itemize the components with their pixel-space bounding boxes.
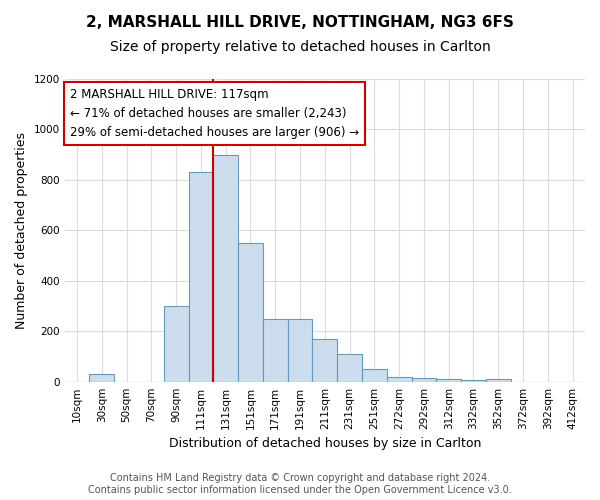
- Text: 2, MARSHALL HILL DRIVE, NOTTINGHAM, NG3 6FS: 2, MARSHALL HILL DRIVE, NOTTINGHAM, NG3 …: [86, 15, 514, 30]
- Bar: [238, 243, 263, 382]
- Y-axis label: Number of detached properties: Number of detached properties: [15, 132, 28, 329]
- Bar: [387, 376, 412, 382]
- X-axis label: Distribution of detached houses by size in Carlton: Distribution of detached houses by size …: [169, 437, 481, 450]
- Bar: [89, 374, 114, 382]
- Bar: [287, 318, 313, 382]
- Bar: [436, 379, 461, 382]
- Bar: [188, 172, 214, 382]
- Text: Contains HM Land Registry data © Crown copyright and database right 2024.
Contai: Contains HM Land Registry data © Crown c…: [88, 474, 512, 495]
- Bar: [337, 354, 362, 382]
- Text: Size of property relative to detached houses in Carlton: Size of property relative to detached ho…: [110, 40, 490, 54]
- Bar: [461, 380, 486, 382]
- Bar: [313, 339, 337, 382]
- Bar: [263, 318, 287, 382]
- Bar: [362, 369, 387, 382]
- Bar: [486, 379, 511, 382]
- Bar: [164, 306, 188, 382]
- Bar: [214, 154, 238, 382]
- Text: 2 MARSHALL HILL DRIVE: 117sqm
← 71% of detached houses are smaller (2,243)
29% o: 2 MARSHALL HILL DRIVE: 117sqm ← 71% of d…: [70, 88, 359, 139]
- Bar: [412, 378, 436, 382]
